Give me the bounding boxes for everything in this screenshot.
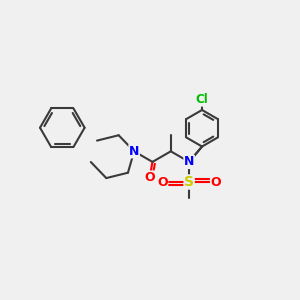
Text: N: N: [129, 145, 139, 158]
Text: Cl: Cl: [196, 93, 208, 106]
Text: O: O: [144, 171, 155, 184]
Text: S: S: [184, 175, 194, 189]
Text: O: O: [157, 176, 168, 188]
Text: O: O: [211, 176, 221, 188]
Text: N: N: [184, 155, 194, 168]
